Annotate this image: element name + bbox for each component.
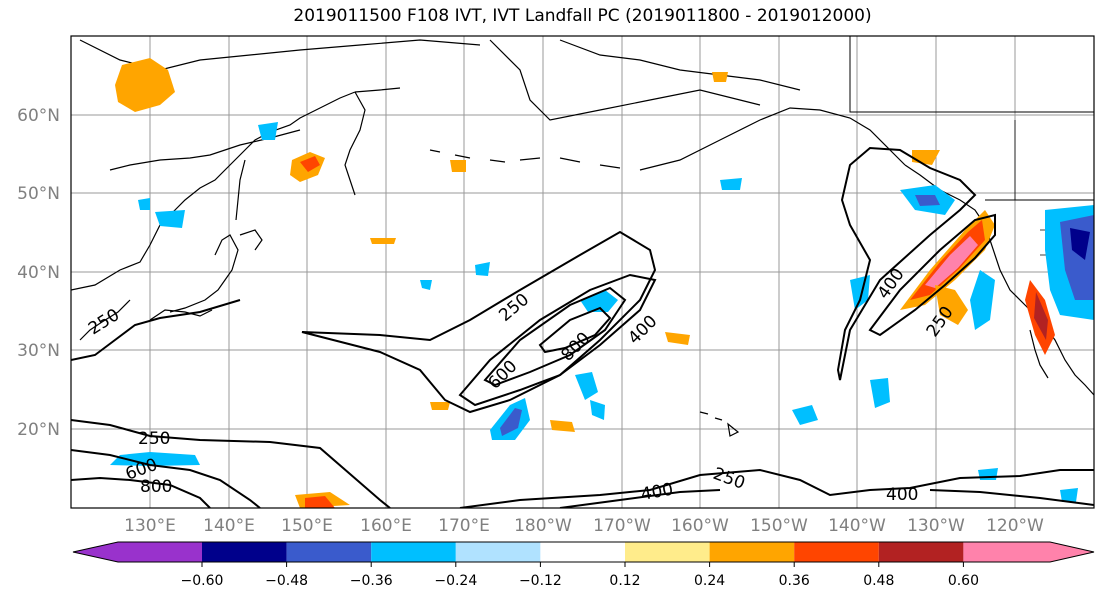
colorbar-segment: [878, 542, 964, 562]
lon-label: 160°W: [671, 516, 729, 536]
colorbar-tick-label: −0.48: [265, 573, 308, 589]
contour-label: 400: [886, 485, 918, 505]
colorbar-tick-label: −0.24: [434, 573, 477, 589]
lat-label: 30°N: [17, 341, 60, 361]
colorbar-tick-label: −0.36: [350, 573, 393, 589]
map-title: 2019011500 F108 IVT, IVT Landfall PC (20…: [293, 6, 872, 26]
lat-label: 40°N: [17, 263, 60, 283]
colorbar-extend-max: [963, 542, 1094, 562]
ivt-contours: [71, 146, 1094, 508]
colorbar-tick-label: 0.48: [863, 573, 894, 589]
contour-label: 800: [140, 477, 172, 497]
lat-label: 50°N: [17, 184, 60, 204]
longitude-labels: 130°E 140°E 150°E 160°E 170°E 180°W 170°…: [124, 516, 1044, 536]
lon-label: 170°E: [438, 516, 490, 536]
colorbar-tick-label: 0.36: [779, 573, 810, 589]
map-frame: [70, 35, 1095, 509]
colorbar: −0.60 −0.48 −0.36 −0.24 −0.12 0.12 0.24 …: [72, 541, 1095, 589]
colorbar-segment: [794, 542, 879, 562]
lon-label: 180°W: [514, 516, 572, 536]
ivt-anomaly-fills: [110, 58, 1094, 508]
colorbar-tick-marks: [201, 562, 964, 567]
lon-label: 160°E: [360, 516, 412, 536]
colorbar-segment: [455, 542, 541, 562]
colorbar-segment: [202, 542, 287, 562]
lon-label: 170°W: [593, 516, 651, 536]
colorbar-segment: [286, 542, 372, 562]
colorbar-tick-label: 0.60: [948, 573, 979, 589]
colorbar-extend-min: [73, 542, 202, 562]
lat-label: 60°N: [17, 106, 60, 126]
lon-label: 150°E: [281, 516, 333, 536]
colorbar-tick-label: 0.24: [694, 573, 725, 589]
colorbar-segment: [540, 542, 625, 562]
colorbar-segment: [371, 542, 456, 562]
lon-label: 130°E: [124, 516, 176, 536]
colorbar-tick-label: 0.12: [609, 573, 640, 589]
colorbar-segment: [625, 542, 710, 562]
colorbar-segment: [709, 542, 795, 562]
lat-label: 20°N: [17, 420, 60, 440]
gridlines: [71, 36, 1094, 508]
latitude-labels: 60°N 50°N 40°N 30°N 20°N: [17, 106, 60, 440]
lon-label: 120°W: [986, 516, 1044, 536]
lon-label: 150°W: [750, 516, 808, 536]
colorbar-tick-label: −0.12: [519, 573, 562, 589]
colorbar-tick-label: −0.60: [181, 573, 224, 589]
colorbar-outline: [72, 541, 1095, 563]
lon-label: 130°W: [907, 516, 965, 536]
contour-label: 250: [138, 429, 170, 449]
lon-label: 140°W: [828, 516, 886, 536]
lon-label: 140°E: [203, 516, 255, 536]
